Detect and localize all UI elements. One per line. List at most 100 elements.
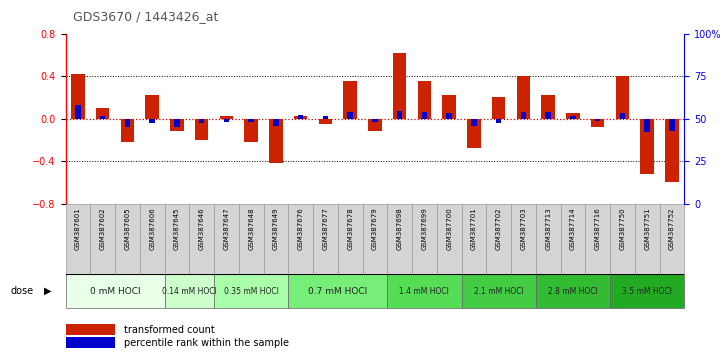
- Text: GSM387645: GSM387645: [174, 207, 180, 250]
- Bar: [199, 119, 205, 123]
- Bar: [100, 116, 106, 119]
- Bar: [595, 119, 601, 121]
- Bar: [140, 204, 165, 274]
- Bar: [75, 105, 81, 119]
- Text: GSM387713: GSM387713: [545, 207, 551, 250]
- Bar: [214, 204, 239, 274]
- Text: GSM387700: GSM387700: [446, 207, 452, 250]
- Bar: [294, 116, 307, 119]
- Bar: [566, 113, 579, 119]
- Bar: [610, 204, 635, 274]
- Bar: [536, 204, 561, 274]
- Text: GSM387606: GSM387606: [149, 207, 155, 250]
- Text: GSM387701: GSM387701: [471, 207, 477, 250]
- Bar: [66, 324, 115, 335]
- Bar: [496, 119, 502, 123]
- Bar: [71, 74, 84, 119]
- Bar: [492, 97, 505, 119]
- Text: GSM387646: GSM387646: [199, 207, 205, 250]
- Bar: [620, 113, 625, 119]
- Bar: [393, 53, 406, 119]
- Text: GSM387679: GSM387679: [372, 207, 378, 250]
- Bar: [561, 204, 585, 274]
- Bar: [387, 274, 462, 308]
- Text: GSM387602: GSM387602: [100, 207, 106, 250]
- Bar: [437, 204, 462, 274]
- Bar: [347, 112, 353, 119]
- Bar: [641, 119, 654, 174]
- Bar: [443, 95, 456, 119]
- Bar: [239, 204, 264, 274]
- Bar: [446, 113, 452, 119]
- Text: GSM387703: GSM387703: [521, 207, 526, 250]
- Bar: [288, 204, 313, 274]
- Bar: [195, 119, 208, 140]
- Text: GSM387647: GSM387647: [223, 207, 229, 250]
- Bar: [323, 116, 328, 119]
- Bar: [121, 119, 134, 142]
- Text: 2.8 mM HOCl: 2.8 mM HOCl: [548, 287, 598, 296]
- Bar: [66, 274, 165, 308]
- Bar: [585, 204, 610, 274]
- Bar: [363, 204, 387, 274]
- Bar: [536, 274, 610, 308]
- Text: GSM387750: GSM387750: [620, 207, 625, 250]
- Text: 0 mM HOCl: 0 mM HOCl: [90, 287, 141, 296]
- Bar: [486, 204, 511, 274]
- Text: GSM387605: GSM387605: [124, 207, 130, 250]
- Bar: [665, 119, 678, 182]
- Bar: [511, 204, 536, 274]
- Bar: [545, 112, 551, 119]
- Bar: [542, 95, 555, 119]
- Bar: [269, 119, 282, 163]
- Text: GSM387648: GSM387648: [248, 207, 254, 250]
- Bar: [344, 81, 357, 119]
- Text: GSM387677: GSM387677: [323, 207, 328, 250]
- Bar: [220, 116, 233, 119]
- Bar: [214, 274, 288, 308]
- Bar: [273, 119, 279, 126]
- Text: GDS3670 / 1443426_at: GDS3670 / 1443426_at: [73, 10, 218, 23]
- Bar: [288, 274, 387, 308]
- Bar: [298, 115, 304, 119]
- Bar: [124, 119, 130, 127]
- Text: 0.35 mM HOCl: 0.35 mM HOCl: [223, 287, 279, 296]
- Text: GSM387702: GSM387702: [496, 207, 502, 250]
- Text: GSM387716: GSM387716: [595, 207, 601, 250]
- Bar: [319, 119, 332, 124]
- Bar: [115, 204, 140, 274]
- Text: GSM387601: GSM387601: [75, 207, 81, 250]
- Bar: [418, 81, 431, 119]
- Bar: [570, 116, 576, 119]
- Bar: [245, 119, 258, 142]
- Bar: [66, 337, 115, 348]
- Bar: [462, 204, 486, 274]
- Bar: [462, 274, 536, 308]
- Text: GSM387714: GSM387714: [570, 207, 576, 250]
- Text: 0.14 mM HOCl: 0.14 mM HOCl: [162, 287, 217, 296]
- Bar: [264, 204, 288, 274]
- Bar: [669, 119, 675, 131]
- Bar: [165, 204, 189, 274]
- Text: ▶: ▶: [44, 286, 51, 296]
- Text: GSM387752: GSM387752: [669, 207, 675, 250]
- Bar: [387, 204, 412, 274]
- Bar: [471, 119, 477, 126]
- Text: 3.5 mM HOCl: 3.5 mM HOCl: [622, 287, 672, 296]
- Text: dose: dose: [11, 286, 34, 296]
- Text: 0.7 mM HOCl: 0.7 mM HOCl: [308, 287, 368, 296]
- Text: 2.1 mM HOCl: 2.1 mM HOCl: [474, 287, 523, 296]
- Text: 1.4 mM HOCl: 1.4 mM HOCl: [400, 287, 449, 296]
- Text: GSM387699: GSM387699: [422, 207, 427, 250]
- Bar: [412, 204, 437, 274]
- Bar: [165, 274, 214, 308]
- Bar: [170, 119, 183, 131]
- Bar: [90, 204, 115, 274]
- Bar: [616, 76, 629, 119]
- Bar: [635, 204, 660, 274]
- Bar: [517, 76, 530, 119]
- Bar: [397, 111, 403, 119]
- Bar: [223, 119, 229, 122]
- Bar: [368, 119, 381, 131]
- Bar: [644, 119, 650, 132]
